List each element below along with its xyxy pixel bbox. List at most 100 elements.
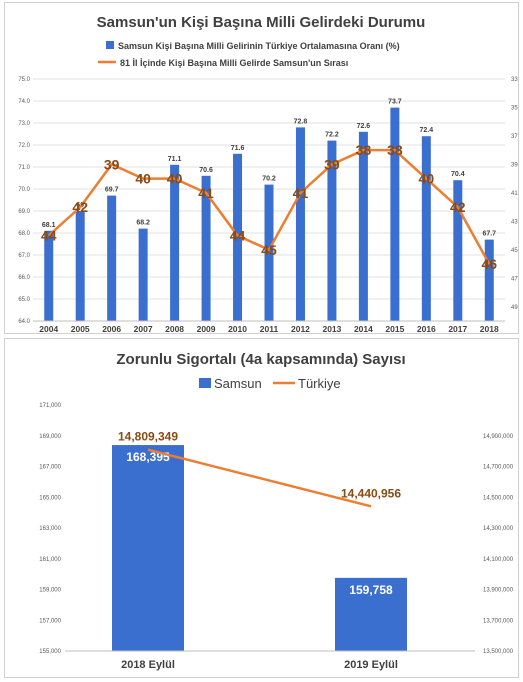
- line-value-label: 40: [167, 171, 183, 187]
- line-value-label: 14,440,956: [341, 486, 401, 500]
- bar: [421, 136, 431, 321]
- line-path: [147, 448, 372, 508]
- y2-tick-label: 39: [511, 162, 518, 168]
- y-tick-label: 74.0: [18, 99, 30, 105]
- line-value-label: 46: [481, 256, 497, 272]
- x-tick-label: 2016: [417, 324, 436, 333]
- chart-panel-income: Samsun'un Kişi Başına Milli Gelirdeki Du…: [4, 2, 519, 334]
- y-tick-label: 159,000: [39, 588, 61, 594]
- bar-value-label: 73.7: [388, 99, 402, 106]
- line-series: [47, 148, 491, 265]
- y-tick-label: 171,000: [39, 403, 61, 409]
- legend-bar-label: Samsun Kişi Başına Milli Gelirinin Türki…: [118, 41, 400, 51]
- line-value-label: 14,809,349: [118, 430, 178, 444]
- insured-chart-svg: Zorunlu Sigortalı (4a kapsamında) Sayısı…: [39, 351, 514, 671]
- y-axis-left: 75.0 74.0 73.0 72.0 71.0 70.0 69.0 68.0 67.0 66.0…: [18, 77, 30, 325]
- line-value-labels: 44 42 39 40 40 41 44 45 41 39 38 38 40 42 46: [41, 142, 497, 272]
- x-tick-label: 2018: [480, 324, 499, 333]
- y-tick-label: 75.0: [18, 77, 30, 83]
- x-tick-label: 2017: [448, 324, 467, 333]
- line-value-label: 40: [419, 171, 435, 187]
- bar-series: [44, 107, 494, 322]
- y2-tick-label: 43: [511, 219, 518, 225]
- x-tick-label: 2009: [197, 324, 216, 333]
- y-tick-label: 165,000: [39, 495, 61, 501]
- bar: [264, 184, 274, 321]
- chart-title: Zorunlu Sigortalı (4a kapsamında) Sayısı: [116, 351, 405, 368]
- y2-tick-label: 13,700,000: [483, 618, 514, 624]
- line-value-label: 42: [72, 199, 88, 215]
- y2-tick-label: 14,300,000: [483, 526, 514, 532]
- bar-value-labels: 68.16969.768.271.170.671.670.272.872.272…: [42, 99, 496, 238]
- bar-value-label: 72.6: [357, 123, 371, 130]
- y-tick-label: 67.0: [18, 253, 30, 259]
- y-tick-label: 155,000: [39, 649, 61, 655]
- y2-tick-label: 14,500,000: [483, 495, 514, 501]
- y2-tick-label: 13,900,000: [483, 588, 514, 594]
- y-tick-label: 72.0: [18, 143, 30, 149]
- x-tick-label: 2019 Eylül: [344, 659, 398, 671]
- y2-tick-label: 14,900,000: [483, 434, 514, 440]
- x-tick-label: 2015: [385, 324, 404, 333]
- bar-value-label: 68.1: [42, 222, 56, 229]
- bar: [233, 153, 243, 321]
- y-axis-left: 171,000 169,000 167,000 165,000 163,000 161,0…: [39, 403, 61, 655]
- x-tick-label: 2018 Eylül: [121, 659, 175, 671]
- y2-tick-label: 45: [511, 248, 518, 254]
- x-axis: 2018 Eylül 2019 Eylül: [65, 650, 475, 671]
- line-value-label: 41: [198, 185, 214, 201]
- y-tick-label: 169,000: [39, 434, 61, 440]
- line-series: [147, 448, 372, 508]
- y-tick-label: 69.0: [18, 209, 30, 215]
- bar-value-label: 159,758: [349, 583, 393, 597]
- x-tick-label: 2006: [102, 324, 121, 333]
- x-tick-label: 2007: [134, 324, 153, 333]
- legend-line-label: Türkiye: [298, 376, 341, 391]
- y-tick-label: 65.0: [18, 297, 30, 303]
- bar: [75, 211, 85, 321]
- y2-tick-label: 14,100,000: [483, 557, 514, 563]
- y-tick-label: 73.0: [18, 121, 30, 127]
- chart-panel-insured: Zorunlu Sigortalı (4a kapsamında) Sayısı…: [4, 338, 519, 678]
- bar-series: [112, 445, 407, 651]
- legend: Samsun Kişi Başına Milli Gelirinin Türki…: [98, 41, 400, 68]
- line-value-label: 38: [356, 142, 372, 158]
- bar-value-label: 71.1: [168, 156, 182, 163]
- legend-bar-label: Samsun: [214, 376, 262, 391]
- y2-tick-label: 41: [511, 191, 518, 197]
- line-path: [47, 148, 491, 265]
- line-value-label: 44: [41, 228, 57, 244]
- y-axis-right: 33 35 37 39 41 43 45 47 49: [511, 77, 518, 311]
- y-tick-label: 70.0: [18, 187, 30, 193]
- bar: [327, 140, 337, 321]
- y-tick-label: 66.0: [18, 275, 30, 281]
- line-value-label: 40: [135, 171, 151, 187]
- bar: [295, 127, 305, 322]
- line-value-label: 41: [293, 185, 309, 201]
- line-value-label: 39: [104, 156, 120, 172]
- bar: [484, 239, 494, 321]
- legend-bar-swatch: [199, 378, 211, 388]
- bar: [170, 164, 180, 321]
- bar-value-label: 72.8: [294, 118, 308, 125]
- y2-tick-label: 37: [511, 134, 518, 140]
- bar-value-label: 68.2: [136, 220, 150, 227]
- bar: [335, 577, 407, 651]
- bar-value-label: 72.2: [325, 132, 339, 139]
- line-value-label: 42: [450, 199, 466, 215]
- line-value-label: 38: [387, 142, 403, 158]
- bar-value-label: 70.2: [262, 176, 276, 183]
- y-tick-label: 161,000: [39, 557, 61, 563]
- bar-value-label: 67.7: [482, 231, 496, 238]
- y-axis-right: 14,900,000 14,700,000 14,500,000 14,300,000…: [483, 434, 514, 655]
- line-value-label: 44: [230, 228, 246, 244]
- y2-tick-label: 47: [511, 276, 518, 282]
- x-tick-label: 2011: [260, 324, 279, 333]
- y2-tick-label: 14,700,000: [483, 465, 514, 471]
- x-tick-label: 2014: [354, 324, 373, 333]
- bar-value-label: 71.6: [231, 145, 245, 152]
- legend-line-label: 81 İl İçinde Kişi Başına Milli Gelirde S…: [120, 58, 348, 68]
- x-tick-label: 2010: [228, 324, 247, 333]
- bar-value-label: 168,395: [126, 450, 170, 464]
- income-chart-svg: Samsun'un Kişi Başına Milli Gelirdeki Du…: [18, 14, 518, 334]
